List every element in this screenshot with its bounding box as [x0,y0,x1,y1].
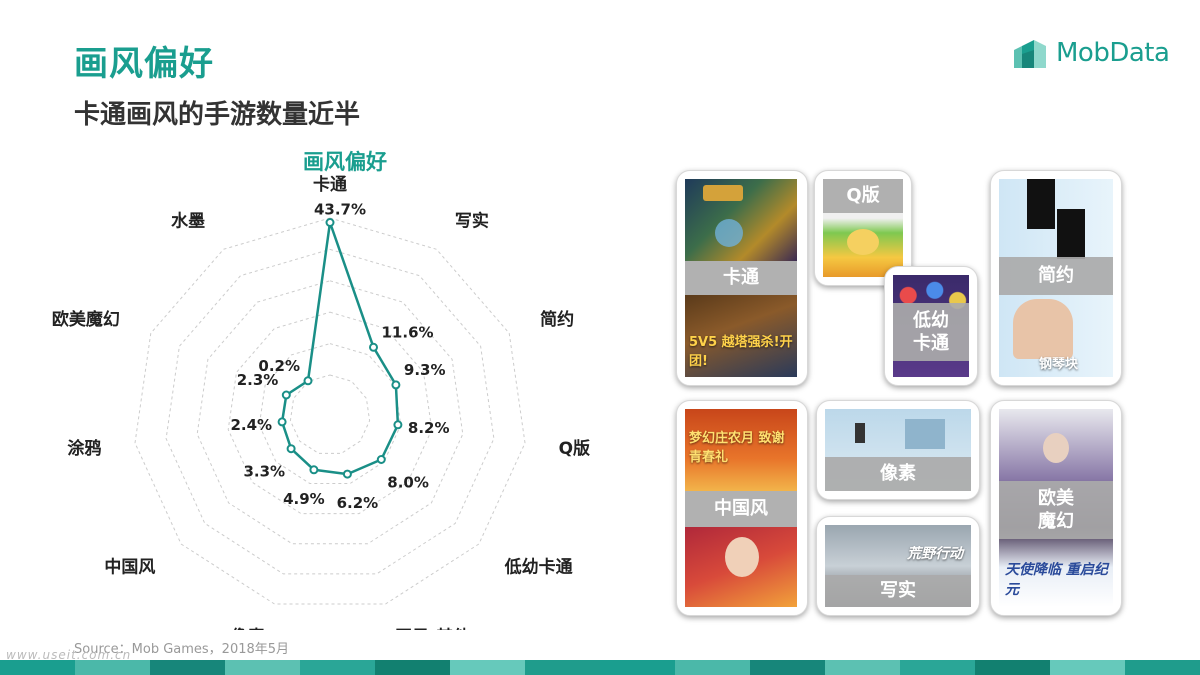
radar-value-label: 11.6% [382,323,434,341]
radar-point [342,469,352,479]
brand-logo: MobData [1012,36,1170,70]
cartoon-game-image-top [685,179,797,261]
radar-value-label: 2.4% [230,416,272,434]
cartoon-banner-text: 5V5 越塔强杀!开团! [689,335,793,369]
bottom-color-bar [0,660,1200,675]
radar-point [325,218,335,227]
card-western-fantasy: 天使降临 重启纪元 欧美 魔幻 [990,400,1122,616]
radar-point [286,444,296,454]
source-note: Source：Mob Games，2018年5月 [74,642,290,657]
card-label-chibi: Q版 [823,179,903,213]
card-label-pixel: 像素 [825,457,971,491]
western-fantasy-image: 天使降临 重启纪元 [999,409,1113,607]
minimal-banner-text: 钢琴块 [1039,357,1079,372]
brand-name: MobData [1056,38,1170,68]
realistic-banner-text: 荒野行动 [907,546,963,562]
bottom-bar-segment [1125,660,1200,675]
card-kids-cartoon: 低幼 卡通 [884,266,978,386]
bottom-bar-segment [750,660,825,675]
radar-chart: 画风偏好 43.7% 卡通 11.6% 写实 9.3% 简约 8.2% Q版 8.0% 低幼卡通 6… [52,150,590,630]
card-label-minimal: 简约 [999,257,1113,295]
bottom-bar-segment [75,660,150,675]
bottom-bar-segment [375,660,450,675]
minimal-game-image: 钢琴块 [999,179,1113,377]
chinese-style-image-top: 梦幻庄农月 致谢青春礼 [685,409,797,491]
bottom-bar-segment [1050,660,1125,675]
radar-value-label: 8.2% [408,419,450,437]
radar-category-label: Q版 [559,438,590,459]
radar-category-label: 中国风 [104,556,155,577]
chinese-style-banner-text: 梦幻庄农月 致谢青春礼 [689,431,785,465]
radar-point [277,417,287,427]
bottom-bar-segment [825,660,900,675]
pixel-game-image [825,409,971,491]
radar-point [303,376,313,386]
radar-category-label: 低幼卡通 [504,556,573,577]
page-subtitle: 卡通画风的手游数量近半 [74,100,361,130]
card-label-chinese-style: 中国风 [685,491,797,527]
radar-grid-ring [196,280,464,545]
card-minimal: 钢琴块 简约 [990,170,1122,386]
watermark: www.useit.com.cn [6,648,132,662]
card-label-realistic: 写实 [825,575,971,607]
radar-value-label: 4.9% [283,490,325,508]
card-pixel: 像素 [816,400,980,500]
bottom-bar-segment [450,660,525,675]
bottom-bar-segment [225,660,300,675]
chinese-style-image-bottom [685,527,797,607]
chibi-game-image [823,179,903,277]
radar-grid-ring [289,374,371,454]
radar-point [369,342,378,352]
western-fantasy-banner-text: 天使降临 重启纪元 [1005,562,1108,598]
radar-category-label: 像素 [231,628,265,630]
card-realistic: 荒野行动 写实 [816,516,980,616]
radar-category-label: 水墨 [171,211,205,232]
realistic-game-image: 荒野行动 [825,525,971,607]
radar-point [391,380,401,390]
card-cartoon: 5V5 越塔强杀!开团! 卡通 [676,170,808,386]
radar-value-label: 9.3% [404,361,446,379]
bottom-bar-segment [600,660,675,675]
radar-value-label: 0.2% [258,357,300,375]
bottom-bar-segment [300,660,375,675]
bottom-bar-segment [0,660,75,675]
bottom-bar-segment [900,660,975,675]
card-label-western-fantasy: 欧美 魔幻 [999,481,1113,539]
card-chibi: Q版 [814,170,912,286]
radar-category-label: 简约 [540,309,574,330]
radar-grid-ring [134,217,526,605]
radar-value-label: 2.3% [237,371,279,389]
card-chinese-style: 梦幻庄农月 致谢青春礼 中国风 [676,400,808,616]
bottom-bar-segment [675,660,750,675]
radar-series-line [280,221,400,476]
radar-point [376,455,386,464]
radar-category-label: 卡通 [313,174,347,195]
radar-point [309,465,319,475]
radar-value-label: 43.7% [314,201,366,219]
radar-category-label: 欧美魔幻 [52,309,120,330]
radar-category-label: 涂鸦 [67,438,101,459]
radar-value-label: 8.0% [387,474,429,492]
radar-category-label: 画风-其他 [395,627,470,630]
bottom-bar-segment [975,660,1050,675]
radar-value-label: 3.3% [243,463,285,481]
radar-grid-ring [227,311,433,515]
card-label-kids-cartoon: 低幼 卡通 [893,303,969,361]
chart-title: 画风偏好 [303,150,387,174]
radar-category-label: 写实 [455,211,489,232]
bottom-bar-segment [150,660,225,675]
card-label-cartoon: 卡通 [685,261,797,295]
cartoon-game-image-bottom: 5V5 越塔强杀!开团! [685,295,797,377]
radar-grid-ring [258,343,402,484]
mobdata-logo-icon [1014,40,1046,68]
radar-grid-ring [165,248,495,575]
radar-point [393,420,403,430]
bottom-bar-segment [525,660,600,675]
page-title: 画风偏好 [74,44,214,84]
radar-point [281,390,291,400]
radar-value-label: 6.2% [337,494,379,512]
kids-cartoon-game-image [893,275,969,377]
